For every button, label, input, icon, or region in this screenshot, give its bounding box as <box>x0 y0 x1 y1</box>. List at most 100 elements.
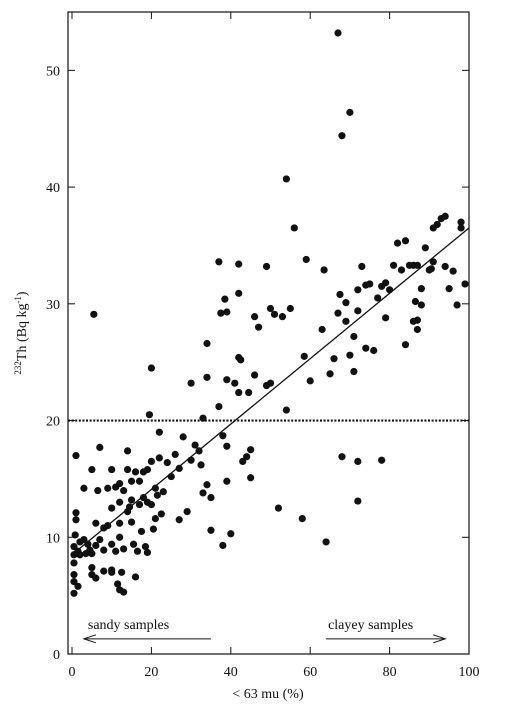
data-point <box>125 503 134 511</box>
data-point <box>76 551 84 559</box>
data-point <box>342 317 350 325</box>
data-point <box>441 262 449 271</box>
data-point <box>141 543 150 551</box>
data-point <box>195 447 203 455</box>
data-point <box>378 456 386 464</box>
data-point <box>227 530 235 538</box>
data-point <box>96 443 104 451</box>
data-point <box>203 373 211 381</box>
data-point <box>114 580 122 588</box>
data-point <box>397 266 406 274</box>
data-point <box>100 546 108 554</box>
data-point <box>155 428 163 436</box>
data-point <box>266 379 275 387</box>
data-point <box>108 568 116 576</box>
data-point <box>270 310 279 318</box>
data-point <box>336 290 344 299</box>
data-point <box>80 484 88 492</box>
sandy-samples-label: sandy samples <box>88 618 169 633</box>
data-point <box>155 454 163 462</box>
y-tick-label: 40 <box>46 181 60 196</box>
data-point <box>120 486 128 495</box>
data-point <box>453 301 461 309</box>
data-point <box>370 346 378 355</box>
data-point <box>112 547 120 555</box>
data-point <box>131 468 140 476</box>
data-point <box>254 323 263 331</box>
data-point <box>137 527 146 536</box>
x-axis-label: < 63 mu (%) <box>232 687 304 702</box>
data-point <box>72 451 80 460</box>
y-axis-label: 232Th (Bq kg-1) <box>13 291 30 375</box>
data-point <box>88 550 96 558</box>
data-point <box>401 237 410 245</box>
data-point <box>92 541 100 550</box>
data-point <box>72 516 80 524</box>
data-point <box>207 493 215 502</box>
data-point <box>366 280 374 288</box>
sandy-arrow-head <box>82 634 97 644</box>
data-point <box>149 525 157 533</box>
data-point <box>179 433 187 441</box>
x-tick-label: 60 <box>303 665 317 680</box>
data-point <box>374 294 382 302</box>
data-point <box>334 29 342 37</box>
data-point <box>127 477 136 485</box>
ticks-layer: 0 20 40 60 80 100 0 10 20 30 40 50 <box>46 12 480 680</box>
data-point <box>247 474 255 482</box>
data-point <box>127 518 136 526</box>
data-point <box>127 496 136 504</box>
data-point <box>215 402 223 411</box>
data-point <box>362 344 370 352</box>
data-point <box>70 589 78 597</box>
data-point <box>461 280 469 288</box>
data-point <box>302 255 310 264</box>
data-point <box>354 286 362 294</box>
y-tick-label: 0 <box>53 648 60 663</box>
data-point <box>72 509 80 517</box>
y-axis-label-superscript: 232 <box>13 361 23 375</box>
data-point <box>120 545 128 553</box>
y-axis-label-close: ) <box>15 291 30 296</box>
data-point <box>290 224 298 232</box>
data-point <box>251 313 259 321</box>
data-point <box>147 457 155 465</box>
data-point <box>237 356 245 364</box>
data-point <box>187 379 195 387</box>
data-point <box>197 461 205 469</box>
data-point <box>135 477 144 485</box>
data-point <box>298 514 306 523</box>
data-point <box>286 304 294 313</box>
regression-line-layer <box>71 227 470 556</box>
data-point <box>320 266 328 274</box>
data-point <box>191 441 199 449</box>
data-point <box>207 526 215 534</box>
data-point <box>108 540 116 548</box>
data-point <box>300 352 308 360</box>
data-point <box>427 265 435 273</box>
x-tick-label: 0 <box>69 665 76 680</box>
data-point <box>235 289 243 297</box>
data-point <box>326 370 334 378</box>
data-point <box>219 432 227 440</box>
data-point <box>417 285 425 293</box>
data-point <box>96 536 104 544</box>
regression-line <box>71 227 470 556</box>
data-point <box>151 514 159 523</box>
data-point <box>278 313 287 321</box>
data-point <box>123 465 132 474</box>
data-point <box>334 309 342 317</box>
data-point <box>441 212 449 220</box>
data-point <box>231 379 239 387</box>
data-point <box>129 540 138 548</box>
data-point <box>306 377 314 385</box>
data-point <box>221 295 229 303</box>
data-point <box>70 559 78 567</box>
data-point <box>389 261 398 269</box>
data-point <box>143 465 152 474</box>
data-point <box>413 261 421 269</box>
annotation-layer: sandy samples clayey samples <box>82 618 447 644</box>
data-point <box>108 504 116 512</box>
data-point <box>346 108 354 116</box>
